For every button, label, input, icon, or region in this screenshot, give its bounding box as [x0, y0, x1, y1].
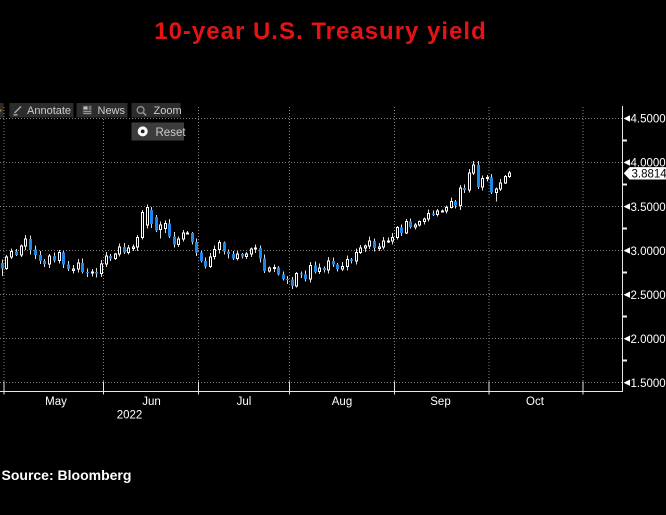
- svg-text:2022: 2022: [117, 410, 143, 422]
- svg-text:Oct: Oct: [526, 396, 545, 408]
- svg-text:3.0000: 3.0000: [631, 246, 666, 258]
- svg-text:Reset: Reset: [156, 127, 187, 139]
- svg-text:Sep: Sep: [430, 396, 450, 408]
- svg-text:2.5000: 2.5000: [631, 290, 666, 302]
- svg-text:4.0000: 4.0000: [631, 158, 666, 170]
- svg-text:Annotate: Annotate: [27, 105, 71, 117]
- svg-text:Jul: Jul: [237, 396, 252, 408]
- svg-text:2.0000: 2.0000: [631, 334, 666, 346]
- svg-text:3.8814: 3.8814: [632, 168, 666, 180]
- svg-text:1.5000: 1.5000: [631, 378, 666, 390]
- svg-text:Zoom: Zoom: [154, 105, 182, 117]
- svg-text:4.5000: 4.5000: [631, 114, 666, 126]
- svg-text:Source: Bloomberg: Source: Bloomberg: [2, 467, 132, 483]
- svg-text:3.5000: 3.5000: [631, 202, 666, 214]
- svg-text:Jun: Jun: [142, 396, 161, 408]
- svg-text:News: News: [98, 105, 126, 117]
- svg-text:Aug: Aug: [332, 396, 352, 408]
- svg-text:May: May: [45, 396, 67, 408]
- svg-text:10-year U.S. Treasury yield: 10-year U.S. Treasury yield: [154, 18, 487, 45]
